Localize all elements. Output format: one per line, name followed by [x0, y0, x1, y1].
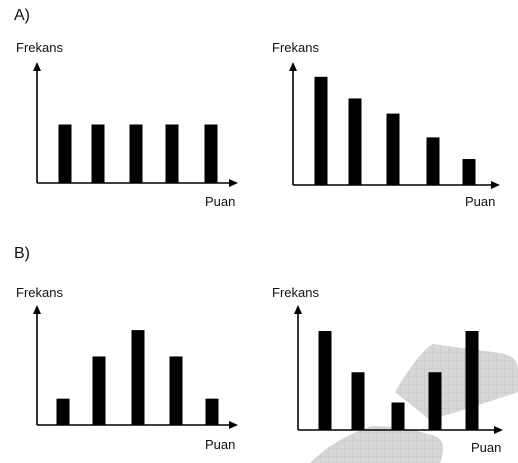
y-axis-arrow: [33, 305, 41, 314]
bar-5: [462, 159, 476, 185]
y-axis-arrow: [294, 305, 302, 314]
bar-1: [58, 124, 72, 183]
bar-1: [314, 76, 328, 185]
bar-5: [205, 398, 219, 425]
y-axis-arrow: [289, 62, 297, 71]
x-axis-label: Puan: [471, 440, 501, 455]
bar-1: [318, 331, 332, 430]
chart-3: Frekans Puan: [16, 285, 238, 452]
bar-2: [348, 98, 362, 185]
x-axis-label: Puan: [205, 194, 235, 209]
bar-1: [56, 398, 70, 425]
bar-2: [92, 356, 106, 425]
y-axis-arrow: [33, 62, 41, 71]
section-label-b: B): [14, 245, 30, 262]
x-axis-arrow: [229, 421, 238, 429]
charts-group: FrekansPuanFrekansPuanFrekansPuanFrekans…: [16, 40, 503, 455]
y-axis-label: Frekans: [16, 40, 63, 55]
bar-2: [91, 124, 105, 183]
chart-1: Frekans Puan: [16, 40, 238, 209]
chart-4: Frekans Puan: [272, 285, 503, 455]
x-axis-arrow: [491, 181, 500, 189]
x-axis-arrow: [229, 179, 238, 187]
x-axis-label: Puan: [465, 194, 495, 209]
decorative-grid-shape: [310, 344, 518, 463]
x-axis-arrow: [494, 426, 503, 434]
chart-2: Frekans Puan: [272, 40, 500, 209]
bar-3: [386, 113, 400, 185]
y-axis-label: Frekans: [272, 40, 319, 55]
y-axis-label: Frekans: [272, 285, 319, 300]
bar-3: [391, 402, 405, 430]
section-label-a: A): [14, 7, 30, 24]
x-axis-label: Puan: [205, 437, 235, 452]
bar-3: [129, 124, 143, 183]
bar-5: [465, 331, 479, 430]
bar-2: [351, 372, 365, 430]
bar-5: [204, 124, 218, 183]
bar-3: [131, 330, 145, 425]
bar-4: [169, 356, 183, 425]
bar-4: [428, 372, 442, 430]
bar-4: [165, 124, 179, 183]
y-axis-label: Frekans: [16, 285, 63, 300]
bar-4: [426, 137, 440, 185]
